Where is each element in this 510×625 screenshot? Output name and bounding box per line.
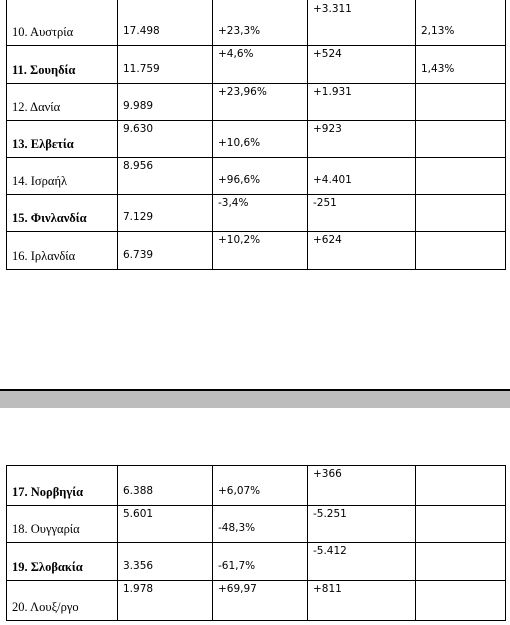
column-rule	[415, 0, 416, 269]
table-cell: +96,6%	[218, 174, 261, 186]
row-rule	[6, 505, 506, 506]
row-rule	[6, 157, 506, 158]
country-name: 11. Σουηδία	[12, 63, 76, 77]
country-name: 12. Δανία	[12, 100, 61, 114]
table-cell: 6.388	[123, 485, 154, 497]
country-name: 13. Ελβετία	[12, 137, 74, 151]
row-rule	[6, 45, 506, 46]
column-rule	[117, 0, 118, 269]
table-cell: -251	[313, 197, 337, 209]
table-cell: +524	[313, 48, 342, 60]
row-rule	[6, 580, 506, 581]
column-rule	[6, 0, 7, 269]
table-cell: 17.498	[123, 25, 160, 37]
row-rule	[6, 231, 506, 232]
table-cell: +1.931	[313, 86, 352, 98]
table-cell: -61,7%	[218, 560, 256, 572]
country-name: 10. Αυστρία	[12, 25, 74, 39]
table-cell: 5.601	[123, 508, 154, 520]
row-rule	[6, 269, 506, 270]
country-name: 14. Ισραήλ	[12, 174, 68, 188]
table-cell: 1,43%	[421, 63, 455, 75]
table-cell: 2,13%	[421, 25, 455, 37]
table-cell: 6.739	[123, 249, 154, 261]
table-cell: -3,4%	[218, 197, 249, 209]
table-cell: +69,97	[218, 583, 257, 595]
country-name: 15. Φινλανδία	[12, 211, 87, 225]
row-rule	[6, 120, 506, 121]
column-rule	[212, 0, 213, 269]
table-cell: +4.401	[313, 174, 352, 186]
table-cell: 9.630	[123, 123, 154, 135]
column-rule	[307, 0, 308, 269]
page-divider	[0, 389, 510, 391]
table-cell: -48,3%	[218, 522, 256, 534]
table-cell: -5.412	[313, 545, 347, 557]
table-cell: 9.989	[123, 100, 154, 112]
table-cell: 1.978	[123, 583, 154, 595]
country-name: 16. Ιρλανδία	[12, 249, 76, 263]
country-name: 18. Ουγγαρία	[12, 522, 80, 536]
row-rule	[6, 83, 506, 84]
table-cell: 11.759	[123, 63, 160, 75]
row-rule	[6, 620, 506, 621]
table-cell: 3.356	[123, 560, 154, 572]
table-cell: +811	[313, 583, 342, 595]
table-cell: +23,3%	[218, 25, 261, 37]
country-name: 17. Νορβηγία	[12, 485, 84, 499]
table-cell: 7.129	[123, 211, 154, 223]
table-cell: +4,6%	[218, 48, 254, 60]
country-name: 19. Σλοβακία	[12, 560, 83, 574]
table-cell: +10,6%	[218, 137, 261, 149]
row-rule	[6, 465, 506, 466]
table-cell: +624	[313, 234, 342, 246]
table-cell: 8.956	[123, 160, 154, 172]
table-cell: +366	[313, 468, 342, 480]
table-cell: +6,07%	[218, 485, 261, 497]
table-cell: -5.251	[313, 508, 347, 520]
row-rule	[6, 542, 506, 543]
row-rule	[6, 194, 506, 195]
table-cell: +10,2%	[218, 234, 261, 246]
table-cell: +3.311	[313, 3, 352, 15]
column-rule	[505, 0, 506, 269]
table-cell: +23,96%	[218, 86, 267, 98]
country-name: 20. Λουξ/ργο	[12, 600, 79, 614]
gray-band	[0, 391, 510, 408]
table-cell: +923	[313, 123, 342, 135]
